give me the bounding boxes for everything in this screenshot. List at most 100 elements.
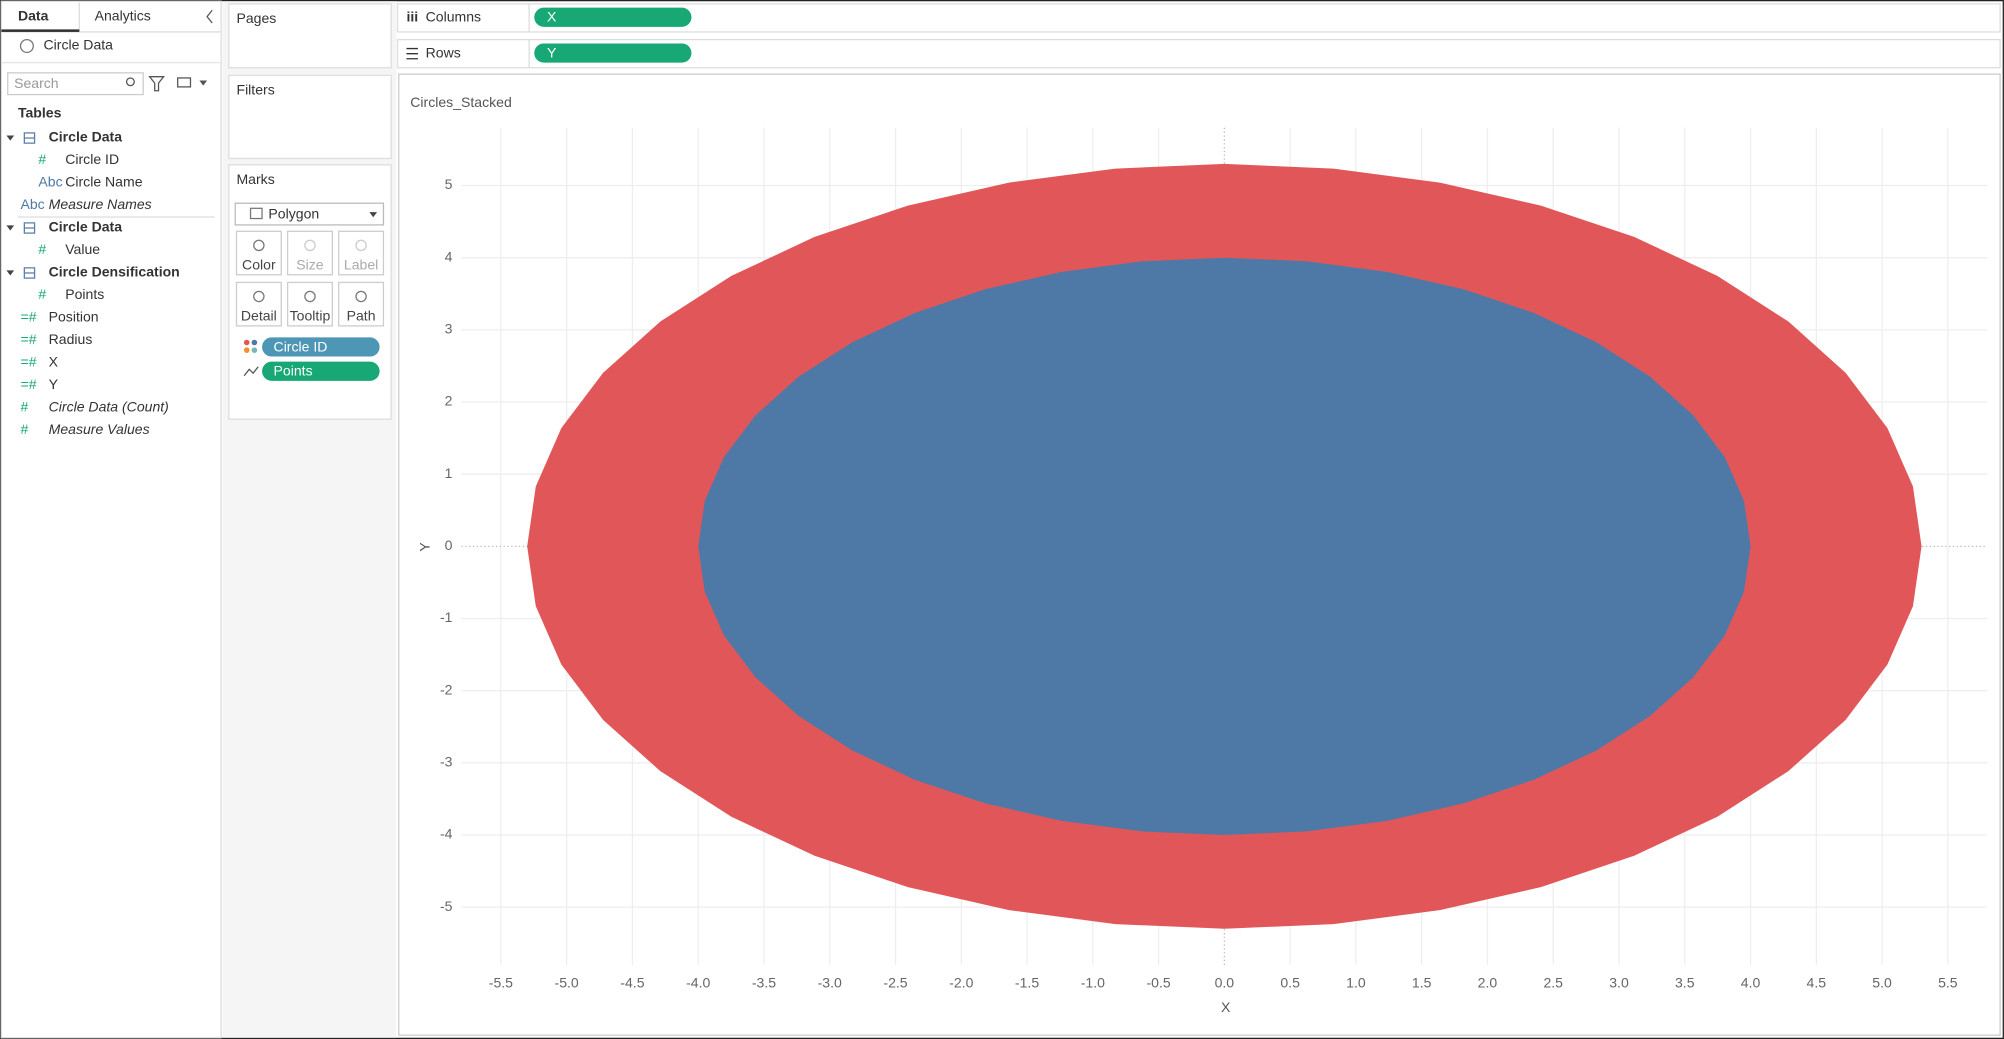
- mark-button[interactable]: [235, 281, 282, 327]
- field-icon: #: [38, 241, 46, 257]
- pill-circle-id[interactable]: [262, 337, 380, 357]
- x-tick-label: 5.0: [1872, 975, 1892, 991]
- table-name: Circle Data: [49, 219, 123, 235]
- color-icon: [243, 347, 250, 353]
- filters-card: [228, 74, 392, 160]
- field-name[interactable]: Radius: [49, 331, 93, 347]
- columns-icon: iii: [406, 9, 418, 25]
- field-name[interactable]: Points: [65, 286, 104, 302]
- columns-label: Columns: [426, 9, 481, 25]
- mark-button[interactable]: [235, 230, 282, 276]
- mark-type-dropdown[interactable]: [234, 202, 385, 226]
- rows-label: Rows: [426, 44, 461, 60]
- active-tab-underline: [1, 29, 80, 32]
- field-name[interactable]: Position: [49, 309, 99, 325]
- pill-y[interactable]: [534, 43, 692, 63]
- y-tick-label: 0: [445, 537, 453, 553]
- mark-button-label: Label: [344, 257, 378, 273]
- mark-button-label: Color: [242, 257, 276, 273]
- mark-button[interactable]: [338, 281, 385, 327]
- x-tick-label: 0.5: [1280, 975, 1300, 991]
- pill-x[interactable]: [534, 7, 692, 27]
- view-icon[interactable]: [177, 77, 192, 88]
- rows-icon: [406, 47, 418, 60]
- x-tick-label: -4.5: [620, 975, 644, 991]
- pill-text: Y: [547, 44, 557, 60]
- y-tick-label: -1: [440, 609, 453, 625]
- mark-button-icon: [253, 290, 265, 303]
- search-placeholder: Search: [14, 75, 59, 91]
- plot: -5.5 -5.0 -4.5 -4.0 -3.5 -3.0 -2.5 -2.0 -1.5 -1.0…: [416, 127, 1988, 1015]
- color-icon: [251, 339, 258, 346]
- search-icon: [125, 77, 135, 87]
- mark-button-icon: [253, 239, 265, 252]
- search-box[interactable]: [7, 72, 144, 96]
- expand-arrow: [6, 225, 15, 231]
- field-name[interactable]: Y: [49, 376, 59, 392]
- field-name[interactable]: Value: [65, 241, 100, 257]
- mark-buttons: Color Size Label Detail Tooltip Path: [235, 230, 385, 327]
- x-tick-label: 5.5: [1938, 975, 1958, 991]
- x-tick-label: -2.5: [883, 975, 907, 991]
- circle-polygon[interactable]: [698, 257, 1751, 835]
- mark-button-icon: [355, 290, 367, 303]
- mark-button-label: Size: [296, 257, 324, 273]
- x-tick-label: -4.0: [686, 975, 710, 991]
- datasource-name[interactable]: Circle Data: [44, 37, 114, 53]
- table-name: Circle Densification: [49, 264, 180, 280]
- field-icon: =#: [21, 331, 37, 347]
- field-icon: Abc: [21, 196, 45, 212]
- mark-button-icon: [304, 290, 316, 303]
- pill-text: Points: [274, 363, 313, 379]
- tables-heading: Tables: [18, 104, 62, 120]
- y-tick-label: 1: [445, 465, 453, 481]
- field-icon: #: [21, 399, 29, 415]
- x-tick-label: 3.0: [1609, 975, 1629, 991]
- field-name[interactable]: Circle Data (Count): [49, 399, 169, 415]
- pages-label: Pages: [236, 10, 276, 26]
- mark-button-icon: [355, 239, 367, 252]
- mark-button[interactable]: [286, 230, 333, 276]
- y-tick-label: 2: [445, 393, 453, 409]
- datasource-icon: [19, 38, 34, 54]
- filter-icon[interactable]: [148, 76, 165, 92]
- collapse-icon[interactable]: [206, 9, 213, 24]
- tab-data[interactable]: Data: [18, 7, 49, 23]
- dropdown-arrow[interactable]: [199, 80, 208, 86]
- table-name: Circle Data: [49, 129, 123, 145]
- mark-button[interactable]: [338, 230, 385, 276]
- x-axis-label: X: [1221, 999, 1231, 1015]
- tab-analytics[interactable]: Analytics: [95, 7, 151, 23]
- field-name[interactable]: Measure Values: [49, 421, 150, 437]
- field-icon: =#: [21, 354, 37, 370]
- x-tick-label: -0.5: [1146, 975, 1170, 991]
- path-icon: [243, 366, 259, 377]
- pill-text: X: [547, 9, 557, 25]
- field-icon: #: [38, 151, 46, 167]
- x-tick-label: 2.5: [1543, 975, 1563, 991]
- field-name[interactable]: Measure Names: [49, 196, 152, 212]
- data-pane: [0, 0, 222, 1039]
- mark-button-label: Path: [347, 308, 376, 324]
- pages-card: [228, 3, 392, 69]
- field-name[interactable]: Circle Name: [65, 174, 142, 190]
- y-axis-label: Y: [416, 542, 432, 552]
- mark-button-icon: [304, 239, 316, 252]
- x-tick-label: -1.0: [1081, 975, 1105, 991]
- pill-points[interactable]: [262, 361, 380, 381]
- x-tick-label: 0.0: [1215, 975, 1235, 991]
- y-tick-label: -3: [440, 754, 453, 770]
- mark-type-icon: [249, 207, 263, 220]
- mark-button[interactable]: [286, 281, 333, 327]
- chart-title: Circles_Stacked: [410, 94, 511, 110]
- field-name[interactable]: Circle ID: [65, 151, 119, 167]
- mark-type: Polygon: [268, 205, 319, 221]
- dropdown-arrow: [369, 212, 378, 218]
- x-tick-label: -3.5: [752, 975, 776, 991]
- y-tick-label: -5: [440, 898, 453, 914]
- field-icon: Abc: [38, 174, 62, 190]
- field-name[interactable]: X: [49, 354, 59, 370]
- y-tick-label: 5: [445, 176, 453, 192]
- field-icon: =#: [21, 309, 37, 325]
